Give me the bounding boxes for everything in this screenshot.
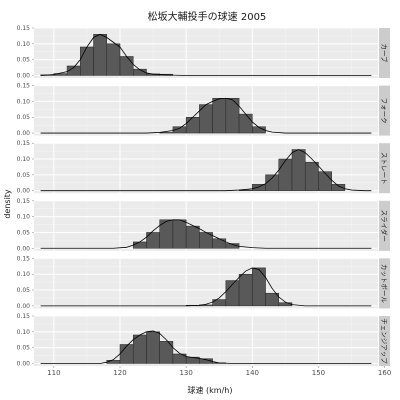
histogram-bar — [265, 174, 280, 191]
facet-strip — [379, 85, 390, 136]
x-tick-label: 150 — [312, 369, 325, 377]
x-tick-label: 120 — [113, 369, 126, 377]
y-tick-label: 0.05 — [17, 114, 31, 121]
facet-panel: 0.00 0.05 0.10 0.15 フォーク — [17, 83, 390, 137]
histogram-bar — [93, 34, 108, 76]
y-tick-label: 0.10 — [17, 214, 31, 221]
y-tick-label: 0.00 — [17, 130, 31, 137]
histogram-bar — [119, 344, 134, 364]
panel-background — [34, 258, 378, 309]
histogram-bar — [185, 116, 200, 134]
density-curve — [40, 219, 372, 249]
histogram-bar — [252, 126, 266, 134]
y-tick-label: 0.10 — [17, 156, 31, 163]
histogram-bar — [119, 56, 134, 76]
histogram-bar — [159, 341, 174, 364]
histogram-bar — [185, 225, 200, 249]
y-tick-label: 0.15 — [17, 255, 31, 262]
facet-panel: 0.00 0.05 0.10 0.15 カットボール — [17, 255, 390, 310]
histogram-bar — [278, 302, 293, 307]
y-tick-label: 0.00 — [17, 188, 31, 195]
facet-panels: 0.000.050.100.15カーブ0.000.050.100.15フォーク0… — [17, 25, 390, 367]
y-tick-label: 0.15 — [17, 25, 31, 32]
histogram-bar — [199, 358, 213, 364]
chart-title: 松坂大輔投手の球速 2005 — [148, 10, 267, 23]
density-curve — [40, 97, 372, 134]
y-tick-label: 0.00 — [17, 360, 31, 367]
histogram-bar — [318, 171, 332, 191]
y-tick-label: 0.05 — [17, 229, 31, 236]
histogram-bar — [132, 68, 147, 76]
facet-strip — [379, 143, 390, 194]
x-tick-label: 140 — [246, 369, 259, 377]
facet-strip-label: カットボール — [380, 264, 388, 304]
x-tick-label: 130 — [179, 369, 192, 377]
histogram-bar — [80, 46, 94, 76]
histogram-bar — [106, 43, 121, 76]
panel-background — [34, 316, 378, 366]
y-tick-label: 0.15 — [17, 83, 31, 90]
facet-panel: 0.00 0.05 0.10 0.15 ストレート — [17, 140, 390, 195]
y-tick-label: 0.10 — [17, 329, 31, 336]
facet-strip — [379, 28, 390, 78]
facet-strip — [379, 200, 390, 251]
y-tick-label: 0.05 — [17, 57, 31, 64]
y-tick-label: 0.00 — [17, 72, 31, 79]
histogram-bar — [212, 98, 227, 134]
y-tick-label: 0.10 — [17, 271, 31, 278]
histogram-bar — [132, 241, 147, 249]
histogram-bar — [265, 292, 280, 307]
histogram-bar — [172, 219, 187, 249]
facet-strip-label: チェンジアップ — [380, 318, 388, 364]
y-tick-label: 0.15 — [17, 198, 31, 205]
y-tick-label: 0.05 — [17, 172, 31, 179]
histogram-bar — [252, 267, 266, 307]
histogram-bar — [278, 158, 293, 191]
y-axis-title: density — [3, 189, 12, 219]
histogram-bar — [225, 98, 240, 134]
y-tick-label: 0.00 — [17, 245, 31, 252]
facet-panel: 0.00 0.05 0.10 0.15 スライダー — [17, 198, 390, 252]
density-curve — [40, 33, 372, 76]
facet-strip — [379, 316, 390, 366]
density-curve — [40, 267, 372, 307]
histogram-bar — [146, 331, 160, 364]
density-curve — [40, 330, 372, 364]
histogram-bar — [212, 238, 227, 249]
facet-panel: 0.00 0.05 0.10 0.15 カーブ — [17, 25, 390, 79]
y-tick-label: 0.10 — [17, 41, 31, 48]
histogram-bar — [132, 334, 147, 364]
histogram-bar — [238, 113, 253, 134]
histogram-bar — [225, 243, 240, 249]
facet-strip-label: スライダー — [380, 210, 389, 242]
facet-strip-label: ストレート — [380, 152, 388, 185]
y-tick-label: 0.15 — [17, 313, 31, 320]
facet-panel: 0.00 0.05 0.10 0.15 チェンジアップ — [17, 313, 390, 367]
histogram-bar — [252, 184, 266, 191]
y-tick-label: 0.05 — [17, 287, 31, 294]
y-tick-label: 0.00 — [17, 303, 31, 310]
histogram-bar — [304, 161, 319, 191]
histogram-bar — [238, 273, 253, 307]
y-tick-label: 0.15 — [17, 140, 31, 147]
y-tick-label: 0.10 — [17, 98, 31, 105]
x-tick-label: 110 — [47, 369, 60, 377]
histogram-bar — [106, 360, 121, 364]
x-axis-ticks: 110 120 130 140 150 160 — [47, 366, 391, 377]
facet-strip-label: フォーク — [380, 98, 388, 124]
x-axis-title: 球速 (km/h) — [188, 385, 233, 395]
density-curve — [40, 149, 372, 192]
y-tick-label: 0.05 — [17, 345, 31, 352]
facet-strip — [379, 258, 390, 309]
facet-strip-label: カーブ — [380, 43, 389, 63]
histogram-bar — [291, 149, 306, 191]
x-tick-label: 160 — [378, 369, 391, 377]
histogram-bar — [331, 184, 346, 191]
